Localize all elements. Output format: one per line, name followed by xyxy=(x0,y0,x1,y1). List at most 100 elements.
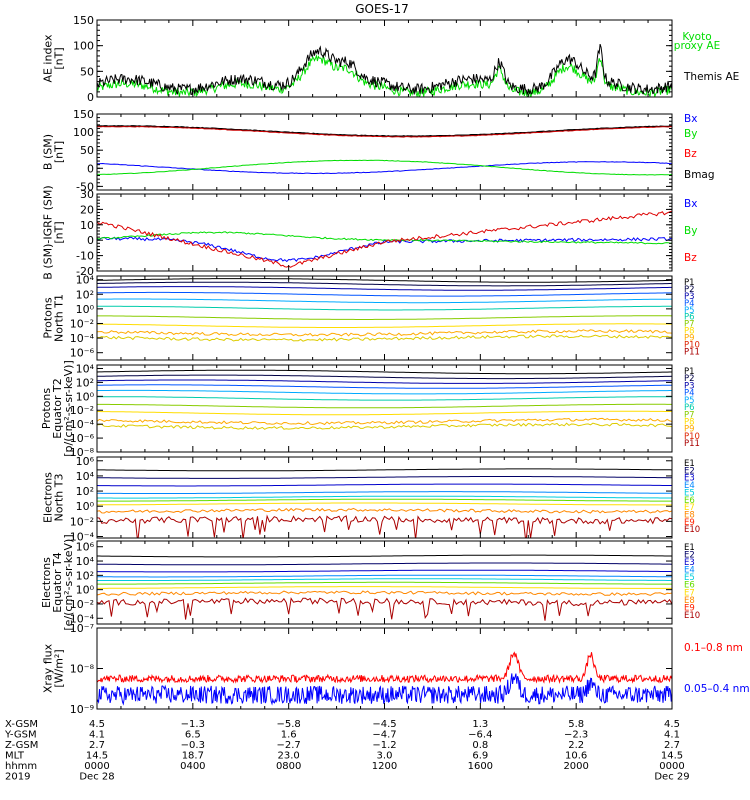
time-axis-value: 1200 xyxy=(372,761,397,772)
legend-entry: P10 xyxy=(684,432,700,442)
time-axis-value: 1600 xyxy=(468,761,493,772)
legend-entry: P5 xyxy=(684,396,695,406)
legend-entry: By xyxy=(684,128,697,140)
legend-entry: E9 xyxy=(684,603,695,613)
legend-entry: 0.05–0.4 nm xyxy=(684,683,750,695)
flux-channel-7 xyxy=(97,403,672,409)
time-axis-value: 2.7 xyxy=(89,740,105,751)
y-tick-label: -10 xyxy=(76,250,94,263)
y-tick-label: 10⁻⁸ xyxy=(70,663,95,676)
series-line-0-05-0-4-nm xyxy=(97,673,672,706)
y-tick-label: 10⁰ xyxy=(76,390,95,403)
time-axis-value: 4.1 xyxy=(664,730,680,741)
y-axis-label: Electrons xyxy=(42,472,55,523)
legend-entry: P1 xyxy=(684,278,695,288)
legend-entry: Bx xyxy=(684,113,697,125)
flux-channel-4 xyxy=(97,574,672,578)
y-tick-label: 10⁶ xyxy=(76,455,95,468)
time-axis-row-label: 2019 xyxy=(5,772,30,783)
time-axis-value: −6.4 xyxy=(468,730,492,741)
flux-channel-3 xyxy=(97,569,672,573)
legend-entry: P11 xyxy=(684,347,700,357)
y-axis-label: B (SM)-IGRF (SM) xyxy=(42,185,55,279)
flux-channel-6 xyxy=(97,581,672,585)
flux-channel-8 xyxy=(97,323,672,328)
y-tick-label: 150 xyxy=(73,108,94,121)
legend-entry: P2 xyxy=(684,285,695,295)
legend-entry: E3 xyxy=(684,558,695,568)
legend-entry: E1 xyxy=(684,459,695,469)
y-tick-label: 100 xyxy=(73,126,94,139)
y-tick-label: 10⁴ xyxy=(76,274,95,287)
time-axis-value: 2.7 xyxy=(664,740,680,751)
y-axis-label: Equator T4 xyxy=(51,552,64,612)
y-tick-label: 10⁻⁶ xyxy=(70,347,95,360)
y-tick-label: 10⁻⁶ xyxy=(70,432,95,445)
y-tick-label: 10⁻⁴ xyxy=(70,530,95,543)
legend-entry: E2 xyxy=(684,466,695,476)
legend-entry: P8 xyxy=(684,418,695,428)
flux-channel-9 xyxy=(97,417,672,426)
y-tick-label: 10⁻⁹ xyxy=(70,703,94,716)
legend-entry: P10 xyxy=(684,341,700,351)
y-tick-label: 0 xyxy=(87,234,94,247)
flux-channel-5 xyxy=(97,495,672,499)
flux-channel-3 xyxy=(97,483,672,487)
legend-entry: Bz xyxy=(684,252,697,264)
time-axis-value: −1.2 xyxy=(372,740,396,751)
legend-entry: Kyoto xyxy=(682,31,711,43)
y-tick-label: 10⁻⁷ xyxy=(70,622,94,635)
y-tick-label: 150 xyxy=(73,14,94,27)
flux-channel-8 xyxy=(97,410,672,416)
y-axis-label: Xray flux xyxy=(42,643,55,693)
y-axis-label: [e/(cm²-s-sr-keV)] xyxy=(62,534,75,630)
series-line-kyoto-proxy-ae xyxy=(97,53,672,97)
time-axis-value: 18.7 xyxy=(182,751,204,762)
y-tick-label: 10² xyxy=(76,288,94,301)
y-axis-label: [nT] xyxy=(53,221,66,243)
flux-channel-9 xyxy=(97,329,672,337)
legend-entry: Bmag xyxy=(684,169,715,181)
y-tick-label: 10² xyxy=(76,376,94,389)
y-axis-label: Protons xyxy=(40,388,53,429)
time-axis-value: −0.3 xyxy=(181,740,205,751)
panel-frame xyxy=(96,113,673,191)
series-line-by xyxy=(97,231,672,245)
flux-channel-1 xyxy=(97,554,672,558)
time-axis-value: 4.5 xyxy=(664,719,680,730)
legend-entry: P4 xyxy=(684,389,695,399)
legend-entry: E4 xyxy=(684,481,695,491)
time-axis-value: 5.8 xyxy=(568,719,584,730)
flux-channel-2 xyxy=(97,562,672,566)
y-tick-label: 10⁻⁴ xyxy=(70,612,95,625)
y-tick-label: 100 xyxy=(73,40,94,53)
time-axis-value: −2.3 xyxy=(564,730,588,741)
flux-channel-6 xyxy=(97,498,672,502)
y-tick-label: 10⁻² xyxy=(70,515,94,528)
y-axis-label: B (SM) xyxy=(42,134,55,170)
legend-entry: E10 xyxy=(684,611,700,621)
y-tick-label: 10⁻⁴ xyxy=(70,332,95,345)
time-axis-value: 6.9 xyxy=(472,751,488,762)
flux-channel-4 xyxy=(97,291,672,297)
flux-channel-1 xyxy=(97,468,672,472)
flux-channel-9 xyxy=(97,514,672,538)
legend-entry: E5 xyxy=(684,488,695,498)
panel-data-bigrf xyxy=(97,210,672,268)
y-tick-label: -20 xyxy=(76,265,94,278)
time-axis-value: 0000 xyxy=(659,761,684,772)
panel-data-electrons_t3 xyxy=(97,468,672,538)
flux-channel-2 xyxy=(97,374,672,380)
legend-entry: P2 xyxy=(684,374,695,384)
y-tick-label: 10 xyxy=(80,219,94,232)
flux-channel-5 xyxy=(97,389,672,395)
y-tick-label: -50 xyxy=(76,180,94,193)
flux-channel-8 xyxy=(97,507,672,514)
time-axis-value: 4.5 xyxy=(89,719,105,730)
flux-channel-8 xyxy=(97,590,672,596)
legend-entry: Themis AE xyxy=(683,71,739,83)
time-axis-value: 0400 xyxy=(180,761,205,772)
time-axis-row-label: hhmm xyxy=(5,761,37,772)
